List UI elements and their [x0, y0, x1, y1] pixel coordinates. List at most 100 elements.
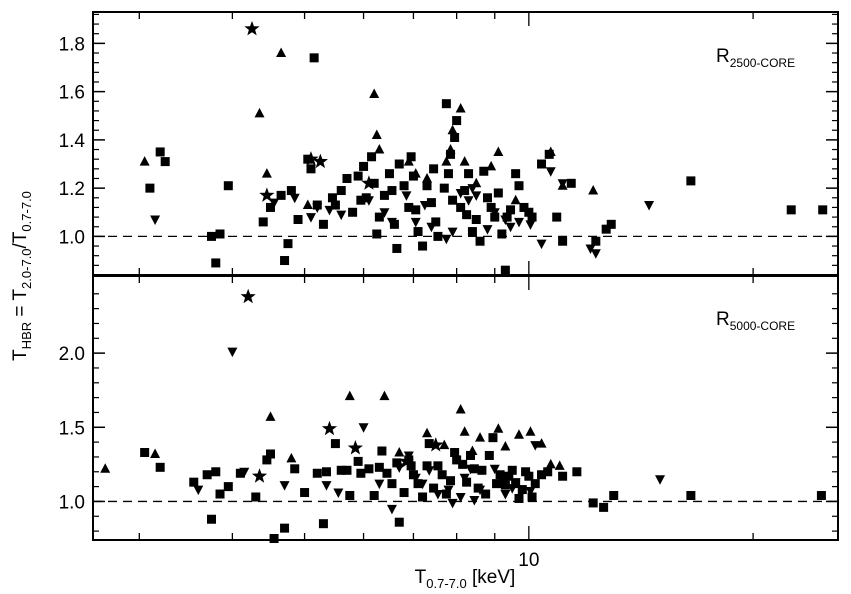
- point-square-bottom: [424, 439, 434, 449]
- point-square-bottom: [686, 491, 696, 501]
- point-triangle-up-top: [545, 146, 556, 156]
- point-square-bottom: [140, 447, 150, 457]
- point-triangle-down-top: [289, 193, 300, 204]
- point-square-top: [306, 164, 316, 174]
- point-square-top: [286, 186, 296, 196]
- point-square-bottom: [155, 462, 165, 472]
- point-triangle-up-top: [486, 160, 497, 171]
- point-square-bottom: [387, 479, 397, 489]
- point-triangle-down-top: [455, 188, 466, 199]
- point-square-bottom: [524, 471, 534, 481]
- panel-label-top: R2500-CORE: [716, 46, 795, 70]
- y-tick-label-bottom: 1.0: [59, 492, 85, 513]
- point-square-top: [145, 183, 155, 193]
- point-triangle-down-top: [482, 225, 493, 235]
- point-square-top: [486, 202, 496, 212]
- point-triangle-up-top: [447, 124, 458, 135]
- point-square-top: [258, 217, 268, 227]
- point-square-top: [384, 169, 394, 179]
- point-square-top: [519, 202, 529, 212]
- point-star-top: [361, 175, 377, 190]
- point-square-bottom: [492, 479, 502, 489]
- point-triangle-down-top: [500, 215, 511, 226]
- point-square-bottom: [377, 446, 387, 456]
- point-triangle-down-top: [401, 191, 412, 201]
- point-triangle-down-top: [585, 244, 596, 254]
- point-square-top: [506, 205, 516, 215]
- point-square-top: [318, 219, 328, 229]
- point-square-bottom: [336, 465, 346, 475]
- point-star-bottom: [321, 420, 338, 436]
- point-square-top: [497, 229, 507, 239]
- point-triangle-up-bottom: [455, 403, 466, 414]
- point-square-top: [448, 195, 458, 205]
- point-square-top: [223, 181, 233, 191]
- point-square-bottom: [300, 488, 310, 498]
- point-triangle-down-bottom: [410, 473, 421, 484]
- point-square-bottom: [342, 465, 352, 475]
- point-square-bottom: [235, 468, 245, 478]
- point-square-top: [348, 207, 358, 217]
- point-triangle-down-bottom: [459, 473, 470, 484]
- point-square-bottom: [517, 485, 527, 495]
- point-square-bottom: [202, 470, 212, 480]
- point-square-top: [392, 243, 402, 253]
- point-triangle-down-top: [150, 215, 161, 226]
- point-square-top: [418, 241, 428, 251]
- point-triangle-down-bottom: [227, 347, 238, 358]
- point-square-top: [367, 152, 377, 162]
- point-square-top: [479, 166, 489, 176]
- point-triangle-down-bottom: [500, 490, 511, 500]
- point-square-top: [500, 265, 510, 275]
- point-square-top: [462, 210, 472, 220]
- point-triangle-down-top: [269, 198, 280, 209]
- point-square-bottom: [433, 461, 443, 471]
- point-triangle-up-top: [422, 172, 433, 183]
- point-triangle-up-top: [588, 185, 599, 195]
- point-triangle-down-top: [447, 227, 458, 238]
- point-square-bottom: [481, 489, 491, 499]
- point-square-top: [293, 215, 303, 225]
- point-square-top: [211, 258, 221, 268]
- point-square-bottom: [211, 467, 221, 477]
- point-square-bottom: [495, 470, 505, 480]
- point-triangle-down-top: [379, 208, 390, 218]
- point-square-top: [404, 202, 414, 212]
- point-triangle-up-bottom: [467, 445, 478, 456]
- point-square-top: [356, 195, 366, 205]
- point-square-bottom: [422, 461, 432, 471]
- point-triangle-down-top: [590, 249, 601, 259]
- point-square-top: [276, 190, 286, 200]
- point-square-bottom: [369, 491, 379, 501]
- point-square-top: [353, 171, 363, 181]
- point-square-top: [456, 202, 466, 212]
- point-triangle-up-bottom: [422, 427, 433, 438]
- point-triangle-up-bottom: [513, 429, 524, 439]
- point-triangle-down-bottom: [525, 487, 536, 497]
- point-star-top: [259, 187, 275, 202]
- point-triangle-down-top: [426, 222, 437, 233]
- point-square-bottom: [418, 492, 428, 502]
- point-triangle-up-bottom: [545, 458, 556, 469]
- point-square-bottom: [504, 471, 514, 481]
- point-square-bottom: [265, 449, 275, 459]
- point-square-top: [372, 229, 382, 239]
- point-square-top: [467, 227, 477, 237]
- point-square-top: [482, 193, 492, 203]
- point-triangle-down-bottom: [321, 481, 332, 491]
- point-square-bottom: [413, 479, 423, 489]
- point-square-bottom: [488, 433, 498, 443]
- point-square-bottom: [450, 447, 460, 457]
- y-tick-label-top: 1.2: [59, 179, 85, 200]
- point-square-bottom: [458, 459, 468, 469]
- point-square-top: [155, 147, 165, 157]
- point-square-top: [475, 236, 485, 246]
- point-square-bottom: [392, 458, 402, 468]
- point-triangle-down-top: [363, 196, 374, 206]
- point-square-top: [441, 99, 451, 109]
- point-square-top: [429, 164, 439, 174]
- point-square-top: [327, 193, 337, 203]
- point-square-top: [450, 132, 460, 142]
- point-square-top: [265, 202, 275, 212]
- point-triangle-up-bottom: [554, 460, 565, 470]
